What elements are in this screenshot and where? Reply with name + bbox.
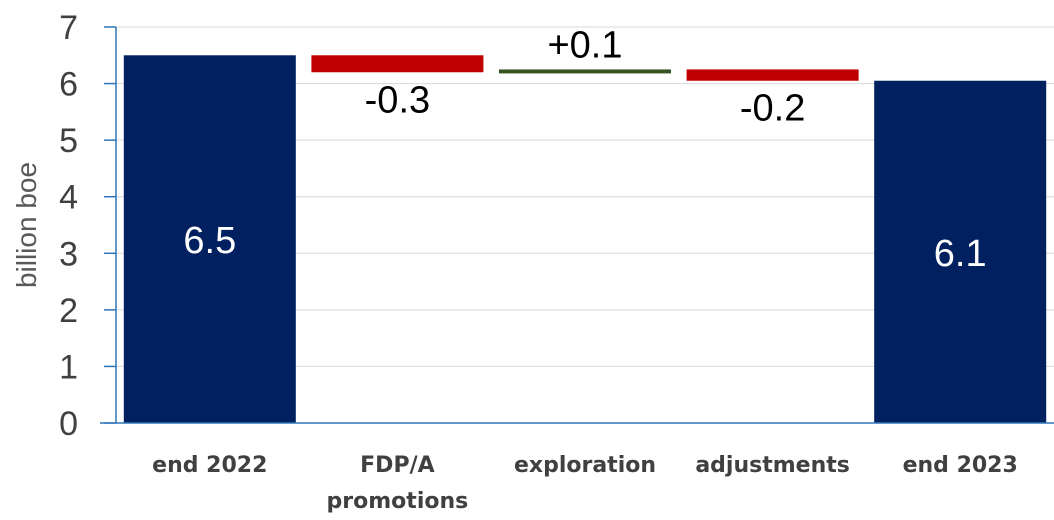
x-category-label: FDP/A (360, 453, 434, 478)
bar-4 (686, 69, 859, 81)
y-tick-label: 1 (59, 348, 78, 386)
y-tick-label: 3 (59, 235, 78, 273)
bar-5 (874, 80, 1047, 423)
x-category-label: promotions (327, 489, 469, 514)
data-label-4: -0.2 (740, 88, 805, 130)
axes: 0 1 2 3 4 5 6 7 end 2022 FDP/A promotions explorati… (59, 9, 1054, 514)
bars (123, 55, 1047, 424)
data-labels: 6.5 -0.3 +0.1 -0.2 6.1 (183, 24, 986, 274)
y-tick-label: 0 (59, 405, 78, 443)
data-label-5: 6.1 (934, 233, 987, 275)
bar-1 (123, 55, 296, 424)
y-tick-label: 5 (59, 122, 78, 160)
x-category-label: end 2023 (903, 453, 1018, 478)
y-tick-label: 6 (59, 66, 78, 104)
y-tick-label: 4 (59, 179, 78, 217)
x-category-label: end 2022 (152, 453, 267, 478)
y-axis-label: billion boe (11, 162, 42, 288)
y-tick-label: 2 (59, 292, 78, 330)
bar-3 (499, 69, 671, 74)
data-label-1: 6.5 (183, 220, 236, 262)
bar-2 (311, 55, 484, 73)
data-label-2: -0.3 (365, 79, 430, 121)
x-category-label: adjustments (695, 453, 850, 478)
x-category-label: exploration (514, 453, 656, 478)
y-tick-label: 7 (59, 9, 78, 47)
data-label-3: +0.1 (547, 24, 622, 66)
